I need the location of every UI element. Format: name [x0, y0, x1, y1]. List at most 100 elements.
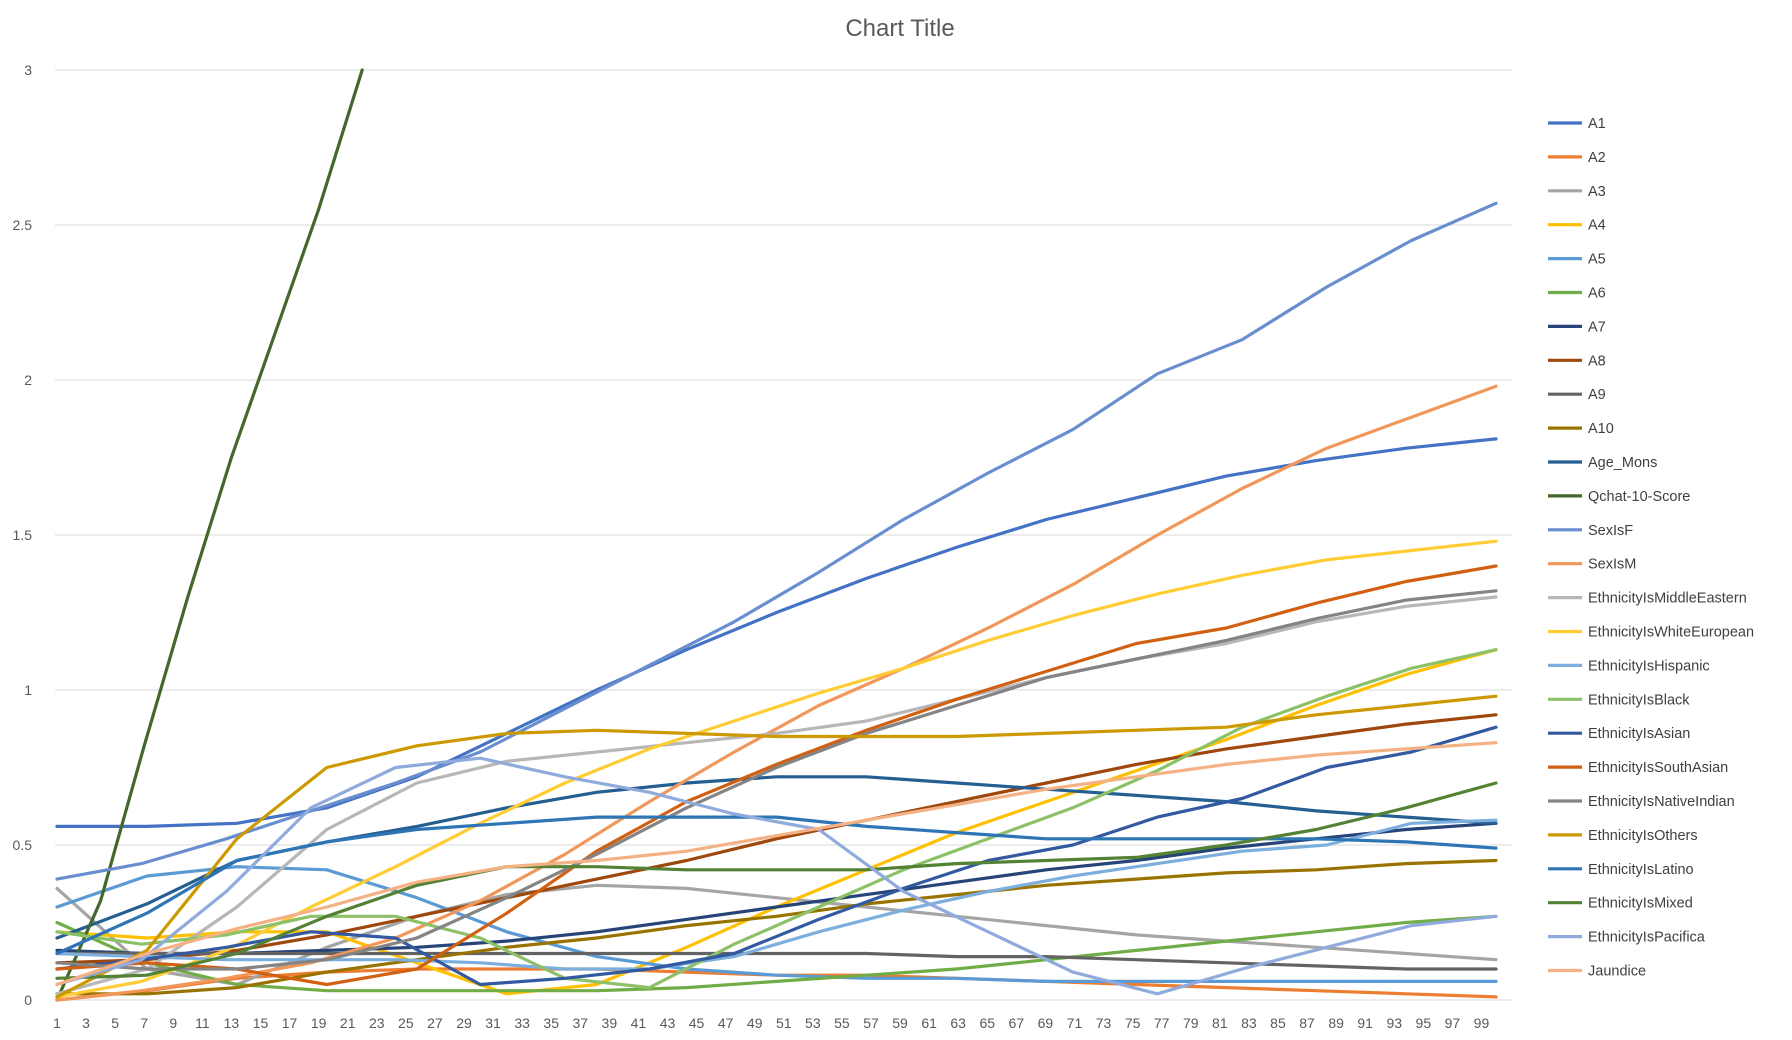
y-tick-label: 0	[24, 992, 32, 1008]
legend-label-ethnicityisasian: EthnicityIsAsian	[1588, 726, 1690, 742]
legend-label-a3: A3	[1588, 184, 1606, 200]
y-tick-label: 1	[24, 682, 32, 698]
x-tick-label: 77	[1154, 1015, 1170, 1031]
y-tick-label: 3	[24, 62, 32, 78]
legend-label-jaundice: Jaundice	[1588, 964, 1646, 980]
x-tick-label: 63	[950, 1015, 966, 1031]
series-line-a7	[55, 821, 1498, 956]
x-tick-label: 35	[543, 1015, 559, 1031]
x-tick-label: 57	[863, 1015, 879, 1031]
legend-label-ethnicityisblack: EthnicityIsBlack	[1588, 692, 1690, 708]
series-line-ethnicityispacifica	[55, 756, 1498, 996]
legend-label-a5: A5	[1588, 252, 1606, 268]
y-axis: 0 0.5 1 1.5 2 2.5 3	[13, 62, 33, 1008]
legend-label-ethnicityisnativeindian: EthnicityIsNativeIndian	[1588, 794, 1735, 810]
x-tick-label: 21	[340, 1015, 356, 1031]
x-tick-label: 37	[572, 1015, 588, 1031]
x-tick-label: 97	[1445, 1015, 1461, 1031]
x-tick-label: 71	[1067, 1015, 1083, 1031]
series-line-jaundice	[55, 741, 1498, 987]
series-line-ethnicityishispanic	[55, 818, 1498, 971]
series-line-ethnicityisnativeindian	[55, 589, 1498, 971]
series-line-sexisf	[55, 201, 1498, 881]
series-line-ethnicityismiddleeastern	[55, 595, 1498, 996]
series-line-ethnicityismixed	[55, 781, 1498, 980]
legend-label-ethnicityispacifica: EthnicityIsPacifica	[1588, 930, 1706, 946]
legend-label-ethnicityismiddleeastern: EthnicityIsMiddleEastern	[1588, 591, 1747, 607]
x-tick-label: 75	[1125, 1015, 1141, 1031]
series-line-a10	[55, 858, 1498, 996]
x-tick-label: 29	[456, 1015, 472, 1031]
legend-label-ethnicityislatino: EthnicityIsLatino	[1588, 862, 1694, 878]
x-tick-label: 41	[631, 1015, 647, 1031]
legend-label-ethnicityishispanic: EthnicityIsHispanic	[1588, 658, 1710, 674]
x-tick-label: 23	[369, 1015, 385, 1031]
series-line-a1	[55, 437, 1498, 829]
x-tick-label: 17	[282, 1015, 298, 1031]
legend-label-a8: A8	[1588, 353, 1606, 369]
x-tick-label: 43	[660, 1015, 676, 1031]
series-line-a6	[55, 914, 1498, 993]
series-line-a8	[55, 713, 1498, 965]
x-axis: 1 3 5 7 9 11 13 15 17 19 21 23 25 27 29 31 33 35 37 39 41 43 4…	[53, 1015, 1489, 1031]
x-tick-label: 47	[718, 1015, 734, 1031]
series-line-age-mons	[55, 775, 1498, 940]
x-tick-label: 45	[689, 1015, 705, 1031]
legend-label-ethnicityissouthasian: EthnicityIsSouthAsian	[1588, 760, 1728, 776]
legend-label-ethnicityismixed: EthnicityIsMixed	[1588, 896, 1693, 912]
x-tick-label: 99	[1474, 1015, 1490, 1031]
x-tick-label: 59	[892, 1015, 908, 1031]
series-line-ethnicityissouthasian	[55, 564, 1498, 987]
x-tick-label: 49	[747, 1015, 763, 1031]
x-tick-label: 11	[195, 1015, 210, 1031]
x-tick-label: 33	[514, 1015, 530, 1031]
y-tick-label: 2	[24, 372, 32, 388]
y-tick-label: 2.5	[13, 217, 33, 233]
legend-label-ethnicityiswhiteeuropean: EthnicityIsWhiteEuropean	[1588, 625, 1754, 641]
legend-label-a2: A2	[1588, 150, 1606, 166]
gridlines	[55, 69, 1512, 1001]
legend-label-a6: A6	[1588, 286, 1606, 302]
x-tick-label: 81	[1212, 1015, 1228, 1031]
series-line-ethnicityisasian	[55, 725, 1498, 987]
x-tick-label: 89	[1328, 1015, 1344, 1031]
x-tick-label: 3	[82, 1015, 90, 1031]
x-tick-label: 55	[834, 1015, 850, 1031]
x-tick-label: 9	[169, 1015, 177, 1031]
legend: A1 A2 A3 A4 A5 A6 A7 A8 A9 A10 Age_Mons Qchat-10-Sc…	[1548, 116, 1754, 980]
legend-label-a4: A4	[1588, 218, 1606, 234]
legend-label-a9: A9	[1588, 387, 1606, 403]
series-line-sexism	[55, 384, 1498, 1002]
legend-label-sexism: SexIsM	[1588, 557, 1636, 573]
y-tick-label: 1.5	[13, 527, 33, 543]
legend-label-sexisf: SexIsF	[1588, 523, 1633, 539]
x-tick-label: 91	[1357, 1015, 1373, 1031]
x-tick-label: 87	[1299, 1015, 1315, 1031]
x-tick-label: 93	[1386, 1015, 1402, 1031]
x-tick-label: 7	[140, 1015, 148, 1031]
series-line-qchat-10-score	[55, 68, 364, 1002]
x-tick-label: 51	[776, 1015, 792, 1031]
series-line-a5	[55, 865, 1498, 984]
x-tick-label: 61	[921, 1015, 937, 1031]
x-tick-label: 53	[805, 1015, 821, 1031]
x-tick-label: 31	[485, 1015, 501, 1031]
x-tick-label: 15	[253, 1015, 269, 1031]
x-tick-label: 1	[53, 1015, 61, 1031]
x-tick-label: 73	[1096, 1015, 1112, 1031]
x-tick-label: 27	[427, 1015, 443, 1031]
x-tick-label: 5	[111, 1015, 119, 1031]
legend-label-age-mons: Age_Mons	[1588, 455, 1657, 471]
x-tick-label: 13	[224, 1015, 240, 1031]
x-tick-label: 19	[311, 1015, 327, 1031]
x-tick-label: 79	[1183, 1015, 1199, 1031]
series-line-ethnicityisothers	[55, 694, 1498, 999]
legend-label-ethnicityisothers: EthnicityIsOthers	[1588, 828, 1698, 844]
y-tick-label: 0.5	[13, 837, 33, 853]
chart-title: Chart Title	[845, 15, 954, 42]
x-tick-label: 69	[1038, 1015, 1054, 1031]
legend-label-qchat-10-score: Qchat-10-Score	[1588, 489, 1690, 505]
legend-label-a10: A10	[1588, 421, 1614, 437]
